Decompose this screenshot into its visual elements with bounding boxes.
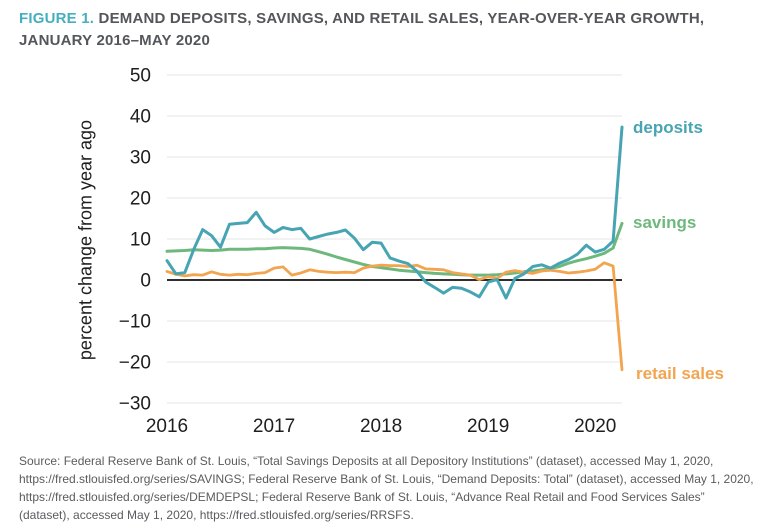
- figure-title-text: DEMAND DEPOSITS, SAVINGS, AND RETAIL SAL…: [19, 10, 705, 49]
- series-line-retail-sales: [165, 261, 624, 372]
- y-tick-label--20: −20: [119, 353, 151, 374]
- x-tick-label-2016: 2016: [146, 416, 188, 437]
- x-tick-label-2018: 2018: [360, 416, 402, 437]
- x-tick-label-2019: 2019: [467, 416, 509, 437]
- series-label-deposits: deposits: [633, 118, 703, 137]
- series-line-deposits: [165, 125, 624, 300]
- y-tick-label-10: 10: [130, 230, 151, 251]
- y-tick-label-50: 50: [130, 66, 151, 87]
- series-line-savings: [165, 221, 624, 277]
- series-label-savings: savings: [633, 213, 697, 232]
- x-tick-label-2020: 2020: [574, 416, 616, 437]
- y-tick-label-40: 40: [130, 107, 151, 128]
- series-label-retail: retail sales: [636, 364, 724, 383]
- source-note: Source: Federal Reserve Bank of St. Loui…: [19, 454, 754, 522]
- x-tick-label-2017: 2017: [253, 416, 295, 437]
- y-tick-label-20: 20: [130, 189, 151, 210]
- y-axis-label: percent change from year ago: [75, 119, 96, 361]
- y-tick-label--30: −30: [119, 394, 151, 415]
- figure-title: FIGURE 1. DEMAND DEPOSITS, SAVINGS, AND …: [19, 8, 731, 52]
- figure-number-label: FIGURE 1.: [19, 10, 95, 27]
- y-tick-label-0: 0: [140, 271, 151, 292]
- y-tick-label-30: 30: [130, 148, 151, 169]
- y-tick-label--10: −10: [119, 312, 151, 333]
